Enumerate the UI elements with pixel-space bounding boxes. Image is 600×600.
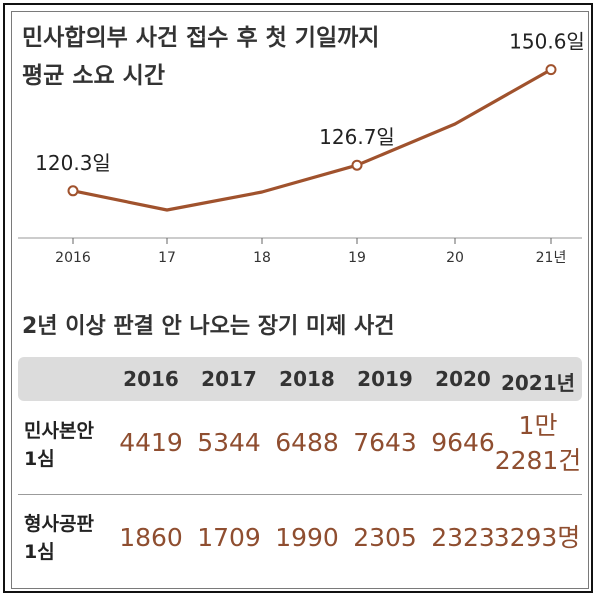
- data-point-marker: [67, 185, 79, 197]
- table-header-2017: 2017: [201, 367, 257, 391]
- criminal-value-2019: 2305: [353, 523, 417, 552]
- data-label: 150.6일: [509, 30, 585, 54]
- civil-value-2021-line-2: 2281건: [494, 446, 582, 475]
- criminal-value-2018: 1990: [275, 523, 339, 552]
- series-line: [71, 67, 553, 212]
- criminal-value-2020: 2323: [431, 523, 495, 552]
- civil-value-2016: 4419: [119, 428, 183, 457]
- civil-value-2018: 6488: [275, 428, 339, 457]
- line-chart: 2016 17 18 19 20 21년 120.3일 126.7일 150.6일: [18, 30, 585, 266]
- civil-value-2021-line-1: 1만: [518, 411, 558, 440]
- criminal-value-2021: 3293명: [493, 523, 581, 552]
- data-label: 120.3일: [35, 151, 111, 175]
- x-tick-label: 19: [348, 250, 366, 266]
- table-header-2021: 2021년: [500, 371, 576, 395]
- inner-border: [11, 11, 589, 589]
- chart-title-line-1: 민사합의부 사건 접수 후 첫 기일까지: [22, 25, 380, 51]
- table-header-2016: 2016: [123, 367, 179, 391]
- table-header-2020: 2020: [435, 367, 491, 391]
- x-tick-label: 17: [158, 250, 176, 266]
- chart-title-line-2: 평균 소요 시간: [22, 63, 165, 89]
- table-title: 2년 이상 판결 안 나오는 장기 미제 사건: [22, 314, 395, 339]
- data-point-marker: [351, 159, 363, 171]
- x-tick-label: 21년: [536, 250, 567, 266]
- row-divider: [18, 494, 582, 495]
- civil-value-2020: 9646: [431, 428, 495, 457]
- x-tick-label: 18: [253, 250, 271, 266]
- civil-value-2017: 5344: [197, 428, 261, 457]
- criminal-value-2017: 1709: [197, 523, 261, 552]
- row-label-civil-line-2: 1심: [24, 448, 55, 470]
- table-header-2018: 2018: [279, 367, 335, 391]
- data-point-marker: [545, 64, 557, 76]
- x-tick-label: 20: [446, 250, 464, 266]
- row-label-civil-line-1: 민사본안: [24, 420, 94, 442]
- table-header-2019: 2019: [357, 367, 413, 391]
- civil-value-2019: 7643: [353, 428, 417, 457]
- row-label-criminal-line-1: 형사공판: [24, 513, 94, 535]
- row-label-criminal-line-2: 1심: [24, 541, 55, 563]
- table-header-row: [18, 357, 582, 401]
- criminal-value-2016: 1860: [119, 523, 183, 552]
- x-tick-label: 2016: [55, 250, 91, 266]
- data-label: 126.7일: [319, 125, 395, 149]
